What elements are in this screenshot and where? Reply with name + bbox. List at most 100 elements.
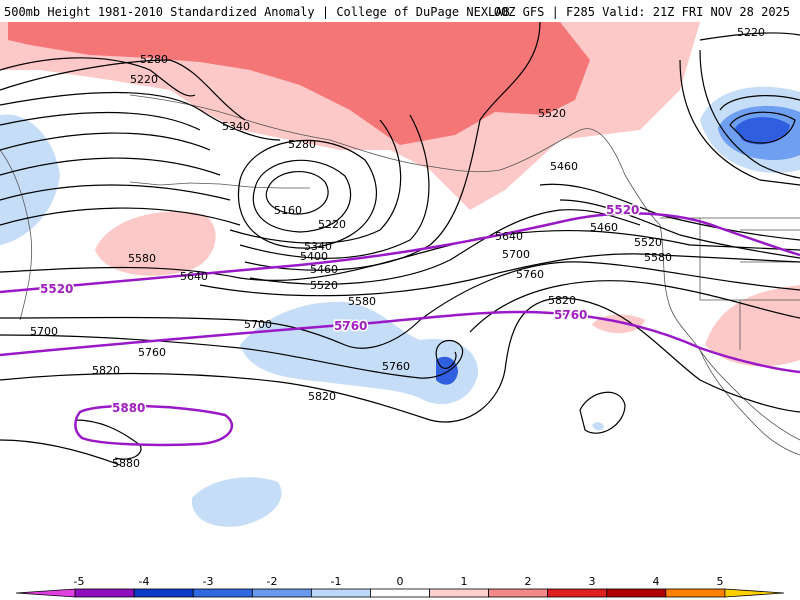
height-label: 5580 bbox=[348, 295, 376, 308]
contour-east-4 bbox=[729, 111, 796, 144]
height-label: 5340 bbox=[222, 120, 250, 133]
climo-label: 5880 bbox=[112, 401, 145, 415]
east-asia-coast bbox=[0, 149, 33, 321]
colorbar-swatch bbox=[547, 588, 608, 598]
contour-5520-east bbox=[559, 199, 800, 259]
contour-east-2 bbox=[679, 59, 800, 186]
climo-5520-line bbox=[0, 212, 800, 294]
contour-west-5 bbox=[0, 132, 211, 151]
baja bbox=[699, 349, 800, 456]
positive-anomaly-southwest bbox=[705, 285, 800, 367]
colorbar-swatch bbox=[15, 588, 76, 598]
contour-low-5280 bbox=[237, 139, 378, 249]
height-label: 5580 bbox=[644, 251, 672, 264]
colorbar-tick-labels: -5 -4 -3 -2 -1 0 1 2 3 4 5 bbox=[74, 575, 724, 588]
climo-label: 5520 bbox=[606, 203, 639, 217]
colorbar-swatch bbox=[133, 588, 194, 598]
positive-anomaly-pacific bbox=[95, 211, 216, 276]
contour-east-3 bbox=[719, 95, 800, 111]
colorbar-tick: -5 bbox=[74, 575, 85, 588]
height-label: 5760 bbox=[138, 346, 166, 359]
colorbar-swatch bbox=[429, 588, 490, 598]
climo-label: 5760 bbox=[334, 319, 367, 333]
contour-east-1 bbox=[699, 49, 800, 179]
map-title: 500mb Height 1981-2010 Standardized Anom… bbox=[4, 5, 510, 19]
negative-anomaly-east-core bbox=[735, 117, 790, 145]
contour-5220-east bbox=[699, 32, 800, 41]
colorbar-swatch bbox=[192, 588, 253, 598]
height-label: 5280 bbox=[140, 53, 168, 66]
contour-5460-mid bbox=[244, 22, 541, 271]
contour-west-6 bbox=[0, 157, 221, 176]
negative-anomaly-tiny bbox=[592, 422, 604, 431]
climo-5880-line bbox=[74, 404, 234, 447]
contour-5640 bbox=[0, 229, 800, 282]
climatology-labels: 5520 5520 5760 5760 5880 bbox=[39, 202, 641, 417]
height-labels: 5280 5220 5340 5280 5160 5220 5340 5400 … bbox=[30, 26, 765, 470]
model-run-info: 00Z GFS | F285 Valid: 21Z FRI NOV 28 202… bbox=[493, 5, 790, 19]
height-label: 5520 bbox=[634, 236, 662, 249]
height-label: 5340 bbox=[304, 240, 332, 253]
aleutians bbox=[129, 181, 310, 189]
contour-5340-west bbox=[0, 91, 281, 141]
contour-5880-south bbox=[0, 439, 121, 466]
contour-west-4 bbox=[0, 111, 201, 131]
colorbar-tick: -3 bbox=[203, 575, 214, 588]
colorbar-tick: 1 bbox=[461, 575, 468, 588]
contour-low-inner bbox=[265, 170, 329, 215]
climo-label: 5520 bbox=[40, 282, 73, 296]
height-label: 5700 bbox=[244, 318, 272, 331]
colorbar-tick: -4 bbox=[139, 575, 150, 588]
colorbar-tick: 0 bbox=[397, 575, 404, 588]
height-label: 5220 bbox=[130, 73, 158, 86]
contour-east-ridge bbox=[579, 391, 626, 434]
height-label: 5220 bbox=[737, 26, 765, 39]
colorbar-swatch bbox=[370, 588, 430, 598]
height-label: 5460 bbox=[310, 263, 338, 276]
state-border-1 bbox=[699, 218, 741, 350]
height-label: 5460 bbox=[550, 160, 578, 173]
colorbar-swatch bbox=[310, 588, 371, 598]
colorbar-tick: 3 bbox=[589, 575, 596, 588]
positive-anomaly-strong bbox=[8, 22, 590, 145]
colorbar-swatches bbox=[15, 588, 785, 598]
height-label: 5880 bbox=[112, 457, 140, 470]
anomaly-colorbar: -5 -4 -3 -2 -1 0 1 2 3 4 5 bbox=[15, 575, 785, 598]
coastlines bbox=[0, 94, 800, 456]
height-label: 5460 bbox=[590, 221, 618, 234]
colorbar-swatch bbox=[74, 588, 135, 598]
contour-5760-east bbox=[469, 280, 800, 333]
contour-5580 bbox=[199, 253, 800, 297]
contour-5820 bbox=[0, 297, 800, 423]
height-label: 5820 bbox=[548, 294, 576, 307]
colorbar-swatch bbox=[251, 588, 312, 598]
weather-map: 5280 5220 5340 5280 5160 5220 5340 5400 … bbox=[0, 22, 800, 527]
climo-label: 5760 bbox=[554, 308, 587, 322]
contour-5280-west bbox=[0, 59, 246, 121]
contour-5700 bbox=[0, 261, 800, 349]
height-label: 5160 bbox=[274, 204, 302, 217]
height-label: 5280 bbox=[288, 138, 316, 151]
contour-5400 bbox=[239, 114, 430, 259]
height-label: 5520 bbox=[310, 279, 338, 292]
climo-5760-line bbox=[0, 310, 800, 374]
height-label: 5700 bbox=[30, 325, 58, 338]
height-label: 5760 bbox=[516, 268, 544, 281]
height-label: 5580 bbox=[128, 252, 156, 265]
height-label: 5220 bbox=[318, 218, 346, 231]
alaska-coastline bbox=[129, 94, 661, 226]
negative-anomaly-south bbox=[191, 477, 282, 527]
colorbar-swatch bbox=[606, 588, 667, 598]
height-label: 5700 bbox=[502, 248, 530, 261]
height-label: 5400 bbox=[300, 250, 328, 263]
height-label: 5520 bbox=[538, 107, 566, 120]
negative-anomaly-west bbox=[0, 114, 60, 245]
height-label: 5820 bbox=[308, 390, 336, 403]
map-header: 500mb Height 1981-2010 Standardized Anom… bbox=[0, 0, 800, 22]
climatology-contours bbox=[0, 212, 800, 447]
colorbar-tick: -2 bbox=[267, 575, 278, 588]
height-contours bbox=[0, 22, 800, 466]
colorbar-tick: 5 bbox=[717, 575, 724, 588]
contour-low-5220 bbox=[252, 159, 352, 233]
colorbar-swatch bbox=[665, 588, 726, 598]
